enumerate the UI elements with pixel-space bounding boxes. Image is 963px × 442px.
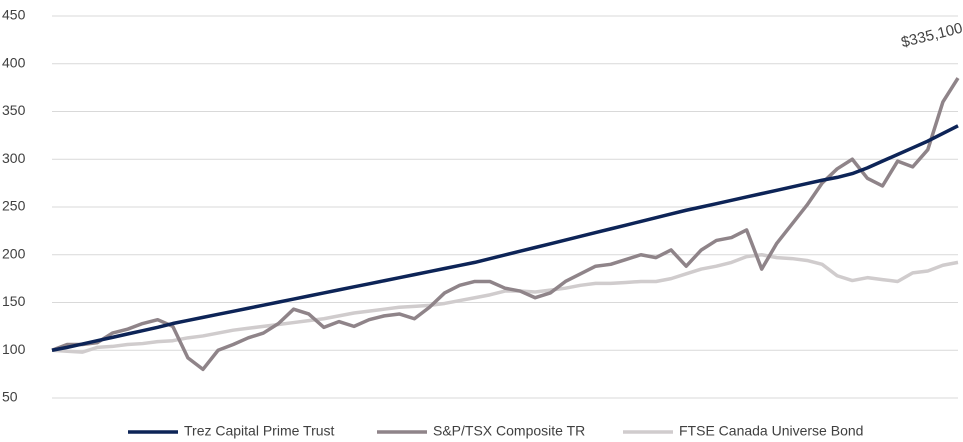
y-tick-label: 50 (2, 389, 18, 405)
series-line (51, 253, 959, 354)
y-tick-label: 300 (2, 150, 26, 166)
y-tick-label: 400 (2, 54, 26, 70)
annotation: $335,100 (899, 20, 963, 52)
y-tick-label: 200 (2, 245, 26, 261)
y-tick-label: 150 (2, 293, 26, 309)
legend-label: Trez Capital Prime Trust (184, 423, 335, 439)
legend-label: FTSE Canada Universe Bond (679, 423, 863, 439)
y-tick-label: 100 (2, 341, 26, 357)
series-line (51, 77, 960, 372)
y-tick-label: 250 (2, 198, 26, 214)
y-tick-label: 350 (2, 102, 26, 118)
y-tick-label: 450 (2, 7, 26, 23)
legend-label: S&P/TSX Composite TR (433, 423, 585, 439)
series-line (51, 124, 959, 352)
